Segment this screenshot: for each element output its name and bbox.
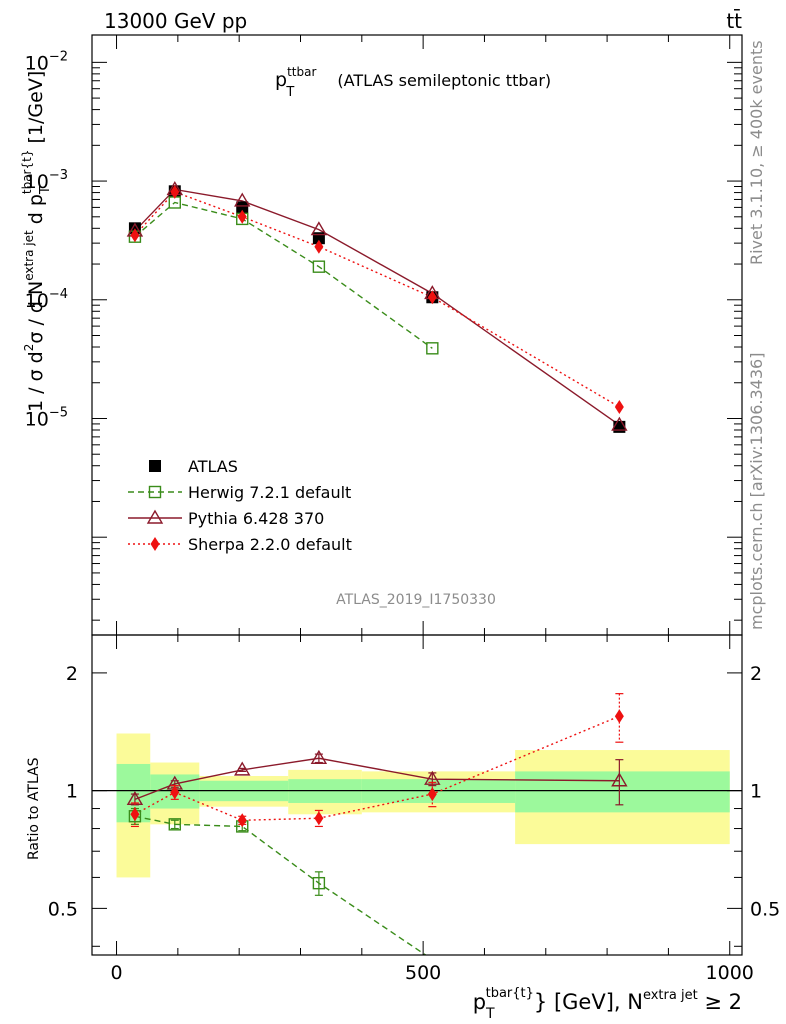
- ratio-point-3-2: [237, 813, 247, 828]
- legend-marker-0: [149, 460, 161, 472]
- main-line-3: [134, 191, 620, 408]
- main-point-3-0: [130, 228, 140, 243]
- ratio-point-1-3: [312, 876, 326, 890]
- y-tick-label-1: 10−3: [25, 168, 68, 193]
- ratio-frame: [91, 634, 743, 956]
- main-point-2-5: [611, 416, 628, 431]
- uncertainty-bands: [92, 733, 742, 878]
- legend-label-3: Sherpa 2.2.0 default: [188, 535, 352, 554]
- y-tick-label-3: 10−5: [25, 405, 68, 430]
- legend: ATLAS Herwig 7.2.1 default Pythia 6.428 37…: [128, 457, 352, 554]
- y-tick-label-2: 10−4: [25, 287, 68, 312]
- ratio-point-3-4: [427, 787, 437, 802]
- ratio-point-2-3: [310, 749, 328, 764]
- main-point-2-3: [310, 221, 328, 236]
- main-point-2-2: [234, 192, 251, 207]
- legend-marker-1: [148, 485, 162, 499]
- x-axis-label: pTtbar{t}} [GeV], Nextra jet ≥ 2: [473, 986, 742, 1022]
- legend-marker-2: [146, 509, 164, 524]
- ratio-point-3-3: [314, 811, 324, 826]
- x-tick-label-2: 1000: [706, 962, 754, 984]
- ratio-tick-label-right-0: 0.5: [750, 898, 780, 920]
- main-point-1-4: [426, 342, 439, 355]
- rivet-label: Rivet 3.1.10, ≥ 400k events: [747, 40, 766, 265]
- ratio-line-2: [134, 757, 620, 801]
- main-point-3-1: [170, 184, 180, 199]
- axes: 0 500 1000 10−2 10−3 10−4 10−5 0.5 0.5 1 1 2 2: [25, 34, 780, 984]
- ratio-y-axis-label: Ratio to ATLAS: [26, 757, 42, 860]
- ratio-point-3-0: [130, 807, 140, 822]
- y-axis-label: 1 / σ d2σ / d Nextra jet d pTtbar{t} [1/…: [20, 71, 53, 412]
- legend-label-1: Herwig 7.2.1 default: [188, 483, 351, 502]
- legend-label-2: Pythia 6.428 370: [188, 509, 324, 528]
- main-point-3-3: [314, 239, 324, 254]
- main-point-0-2: [236, 201, 249, 214]
- main-point-3-4: [427, 290, 437, 305]
- ratio-tick-label-left-1: 1: [66, 781, 78, 803]
- main-line-2: [134, 188, 620, 426]
- main-point-3-5: [614, 399, 624, 414]
- main-point-3-2: [237, 209, 247, 224]
- ratio-tick-label-right-1: 1: [750, 781, 762, 803]
- ratio-point-2-2: [234, 761, 251, 776]
- ratio-tick-label-right-2: 2: [750, 663, 762, 685]
- legend-marker-3: [150, 537, 160, 551]
- ratio-line-3: [134, 715, 620, 821]
- x-tick-label-0: 0: [110, 962, 122, 984]
- legend-label-0: ATLAS: [188, 457, 238, 476]
- ratio-point-3-1: [170, 785, 180, 800]
- ratio-point-1-1: [168, 818, 181, 831]
- mcplots-label: mcplots.cern.ch [arXiv:1306.3436]: [747, 353, 766, 630]
- process-label: tt̄: [726, 8, 742, 33]
- y-tick-label-0: 10−2: [25, 49, 68, 74]
- inner-band-5: [515, 771, 730, 813]
- main-point-0-5: [613, 420, 626, 433]
- ratio-point-3-5: [614, 709, 624, 724]
- ratio-point-2-5: [611, 772, 628, 787]
- ratio-tick-label-left-2: 2: [66, 663, 78, 685]
- main-point-1-3: [312, 260, 326, 273]
- plot-title: pttbar T (ATLAS semileptonic ttbar): [275, 65, 551, 100]
- ratio-tick-label-left-0: 0.5: [48, 898, 78, 920]
- series-markers: [126, 181, 628, 896]
- analysis-id: ATLAS_2019_I1750330: [336, 592, 496, 608]
- energy-label: 13000 GeV pp: [104, 9, 247, 33]
- x-tick-label-1: 500: [405, 962, 441, 984]
